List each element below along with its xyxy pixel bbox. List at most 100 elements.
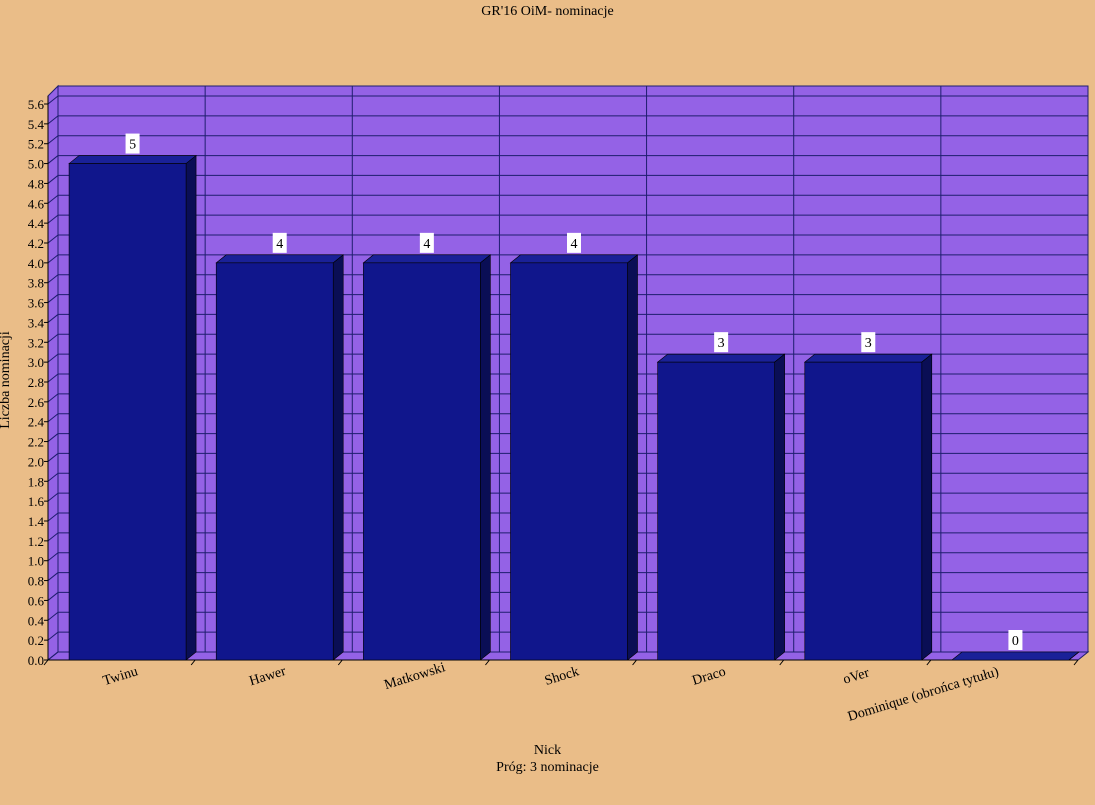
y-tick-label: 1.8 (28, 474, 44, 489)
gridline-side (47, 552, 59, 562)
data-label-box (567, 232, 581, 253)
x-tick-label: oVer (841, 666, 871, 688)
x-tick (632, 659, 637, 666)
y-tick-label: 3.8 (28, 276, 44, 291)
x-tick-label: Shock (543, 664, 581, 689)
x-tick-label: Dominique (obrońca tytułu) (846, 664, 1001, 724)
gridline-side (47, 512, 59, 522)
y-tick-label: 5.4 (28, 117, 45, 132)
y-tick-label: 0.6 (28, 593, 45, 608)
gridline-side (47, 413, 59, 423)
gridline-side (47, 214, 59, 224)
bar-top (362, 254, 492, 264)
y-tick-label: 2.0 (28, 454, 44, 469)
data-label-box (419, 232, 434, 253)
gridline-side (47, 572, 59, 581)
bar (510, 262, 628, 661)
x-tick (1073, 659, 1079, 666)
y-tick-label: 0.0 (28, 653, 44, 668)
gridline-side (47, 611, 59, 621)
bar (657, 361, 775, 661)
y-tick-label: 5.0 (28, 157, 44, 172)
gridline-side (47, 115, 59, 125)
y-tick-label: 4.4 (28, 216, 45, 231)
gridline-side (47, 353, 59, 363)
bar (215, 262, 334, 661)
x-tick (779, 659, 785, 666)
gridline-side (47, 373, 59, 383)
bar-side (921, 353, 933, 661)
gridline-side (47, 294, 59, 303)
bar-side (480, 254, 491, 661)
data-label: 3 (718, 336, 725, 351)
data-label: 4 (423, 237, 430, 252)
gridline-side (47, 651, 59, 661)
x-tick-label: Twinu (101, 664, 139, 689)
gridline-side (47, 314, 59, 323)
gridline-side (47, 472, 59, 482)
gridline-side (47, 274, 59, 284)
bar-side (627, 254, 638, 661)
y-tick-label: 3.6 (28, 296, 45, 311)
y-tick-label: 0.2 (28, 633, 44, 648)
y-tick-label: 1.2 (28, 534, 44, 549)
data-label: 4 (276, 237, 283, 252)
y-tick-label: 5.2 (28, 137, 44, 152)
gridline-side (47, 95, 59, 105)
y-tick-label: 1.4 (28, 514, 45, 529)
x-tick-label: Hawer (248, 664, 288, 689)
x-tick-label: Draco (691, 664, 728, 688)
gridline-side (47, 333, 59, 343)
y-tick-label: 3.2 (28, 335, 44, 350)
bar (804, 361, 923, 661)
y-tick-label: 0.8 (28, 574, 44, 589)
x-axis-label: Nick (533, 743, 562, 758)
gridline-side (47, 135, 59, 145)
y-tick-label: 3.4 (28, 315, 45, 330)
x-tick (190, 659, 196, 666)
gridline-side (47, 433, 59, 442)
y-tick-label: 2.2 (28, 435, 44, 450)
bar-top (951, 651, 1080, 661)
gridline-side (47, 175, 59, 184)
gridline-side (47, 532, 59, 542)
bar-side (332, 254, 344, 661)
bar-side (774, 353, 785, 661)
bar (363, 262, 481, 661)
x-axis-label-block: Nick Próg: 3 nominacje (0, 742, 1095, 776)
data-label: 5 (129, 138, 136, 153)
gridline-side (47, 234, 59, 244)
data-label-box (125, 133, 140, 154)
y-tick-label: 3.0 (28, 355, 44, 370)
y-tick-label: 4.6 (28, 196, 45, 211)
bar-top (803, 353, 933, 363)
y-tick-label: 5.6 (28, 97, 45, 112)
gridline-side (47, 631, 59, 641)
data-label: 4 (571, 237, 578, 252)
y-tick-label: 2.6 (28, 395, 45, 410)
x-tick-label: Matkowski (383, 660, 448, 693)
data-label: 0 (1012, 634, 1019, 649)
y-tick-label: 4.8 (28, 176, 44, 191)
gridline-side (47, 254, 59, 264)
data-label-box (714, 332, 729, 353)
y-tick-label: 4.2 (28, 236, 44, 251)
x-tick (43, 659, 49, 666)
bar-top (509, 254, 639, 264)
data-label-box (1008, 630, 1023, 650)
bar-top (215, 254, 345, 264)
gridline-side (47, 453, 59, 462)
data-label-box (861, 332, 876, 353)
data-label: 3 (865, 336, 872, 351)
chart-subtitle: Próg: 3 nominacje (496, 760, 599, 775)
bar-top (68, 155, 197, 164)
bar-side (185, 154, 197, 661)
x-tick (485, 659, 490, 666)
y-tick-label: 0.4 (28, 613, 45, 628)
y-tick-label: 4.0 (28, 256, 44, 271)
gridline-side (47, 194, 59, 204)
gridline-side (47, 592, 59, 601)
chart-title: GR'16 OiM- nominacje (481, 4, 614, 19)
y-tick-label: 1.6 (28, 494, 45, 509)
